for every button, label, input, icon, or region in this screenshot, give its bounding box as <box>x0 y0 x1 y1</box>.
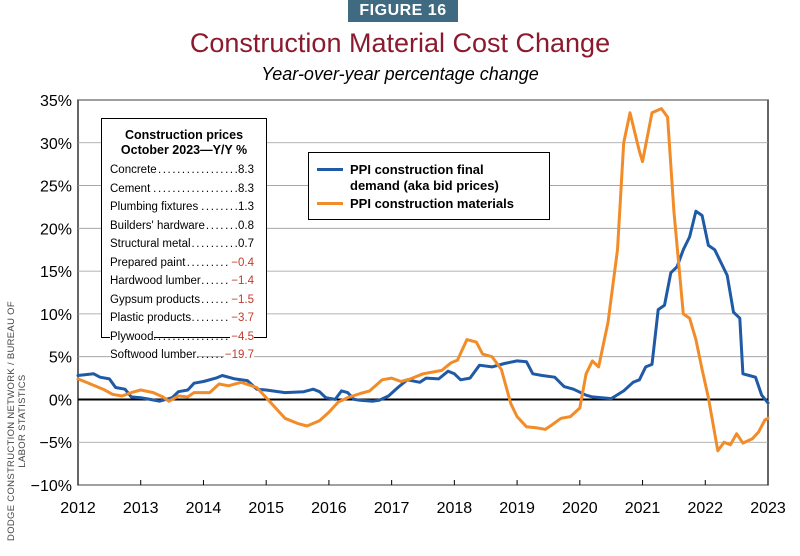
table-row: ........................................… <box>102 309 266 328</box>
figure-tag: FIGURE 16 <box>348 0 458 22</box>
table-row: ........................................… <box>102 272 266 291</box>
legend-label-bid-line1: PPI construction final <box>350 162 484 177</box>
table-row-label: Builders' hardware <box>110 219 206 232</box>
table-row-value: −0.4 <box>230 253 254 272</box>
legend-label-bid-line2: demand (aka bid prices) <box>350 178 499 193</box>
x-tick-label: 2018 <box>437 500 473 517</box>
series-line-materials <box>76 107 770 453</box>
table-row: ........................................… <box>102 235 266 254</box>
table-row: ........................................… <box>102 346 266 365</box>
table-row-value: 0.7 <box>237 235 254 254</box>
y-tick-label: 20% <box>40 221 72 238</box>
legend-label-materials: PPI construction materials <box>350 196 514 211</box>
chart-subtitle: Year-over-year percentage change <box>261 64 539 84</box>
table-row-label: Concrete <box>110 164 158 176</box>
x-tick-label: 2020 <box>562 500 598 517</box>
x-tick-label: 2015 <box>248 500 284 517</box>
table-row-label: Gypsum products <box>110 293 202 306</box>
y-tick-label: 15% <box>40 264 72 281</box>
chart-title: Construction Material Cost Change <box>189 28 611 58</box>
x-tick-label: 2017 <box>374 500 410 517</box>
legend-swatch-bid-prices <box>317 168 343 171</box>
x-tick-label: 2016 <box>311 500 347 517</box>
table-row-label: Plumbing fixtures <box>110 201 200 213</box>
x-tick-label: 2012 <box>60 500 96 517</box>
table-row-label: Structural metal <box>110 238 192 250</box>
y-tick-label: 25% <box>40 179 72 196</box>
table-row: ........................................… <box>102 161 266 180</box>
x-tick-label: 2019 <box>499 500 535 517</box>
table-row-label: Softwood lumber <box>110 349 198 361</box>
table-row-value: 1.3 <box>237 198 254 217</box>
table-row-value: 8.3 <box>237 161 254 180</box>
x-tick-label: 2023 <box>750 500 786 517</box>
y-tick-label: 5% <box>49 350 72 367</box>
table-row: ........................................… <box>102 290 266 309</box>
y-tick-label: 35% <box>40 93 72 110</box>
table-title-line2: October 2023—Y/Y % <box>120 143 248 157</box>
y-tick-label: 10% <box>40 307 72 324</box>
table-row-value: −1.4 <box>230 272 254 291</box>
table-row-label: Cement <box>110 182 152 195</box>
x-tick-label: 2013 <box>123 500 159 517</box>
table-row: ........................................… <box>102 253 266 272</box>
table-row-label: Plastic products <box>110 312 193 324</box>
series-line-bid-prices <box>76 209 770 405</box>
table-row-value: −4.5 <box>230 327 254 346</box>
construction-prices-table: Construction prices October 2023—Y/Y % .… <box>101 118 267 365</box>
table-row-value: −3.7 <box>230 309 254 328</box>
table-row: ........................................… <box>102 216 266 235</box>
x-tick-label: 2021 <box>625 500 661 517</box>
y-tick-label: −10% <box>31 478 72 495</box>
table-row: ........................................… <box>102 198 266 217</box>
x-tick-label: 2022 <box>687 500 723 517</box>
y-tick-label: 30% <box>40 136 72 153</box>
y-tick-label: −5% <box>40 435 72 452</box>
table-row: ........................................… <box>102 327 266 346</box>
y-tick-label: 0% <box>49 392 72 409</box>
table-row-label: Prepared paint <box>110 256 187 269</box>
table-row-value: 8.3 <box>237 179 254 198</box>
table-row-label: Hardwood lumber <box>110 275 202 287</box>
table-title-line1: Construction prices <box>124 128 244 142</box>
chart-legend: PPI construction final demand (aka bid p… <box>308 152 550 220</box>
table-row-value: 0.8 <box>237 216 254 235</box>
table-row-label: Plywood <box>110 330 155 343</box>
legend-swatch-materials <box>317 202 343 205</box>
table-row: ........................................… <box>102 179 266 198</box>
x-tick-label: 2014 <box>186 500 222 517</box>
table-row-value: −1.5 <box>230 290 254 309</box>
table-row-value: −19.7 <box>223 346 254 365</box>
table-title: Construction prices October 2023—Y/Y % <box>102 128 266 158</box>
